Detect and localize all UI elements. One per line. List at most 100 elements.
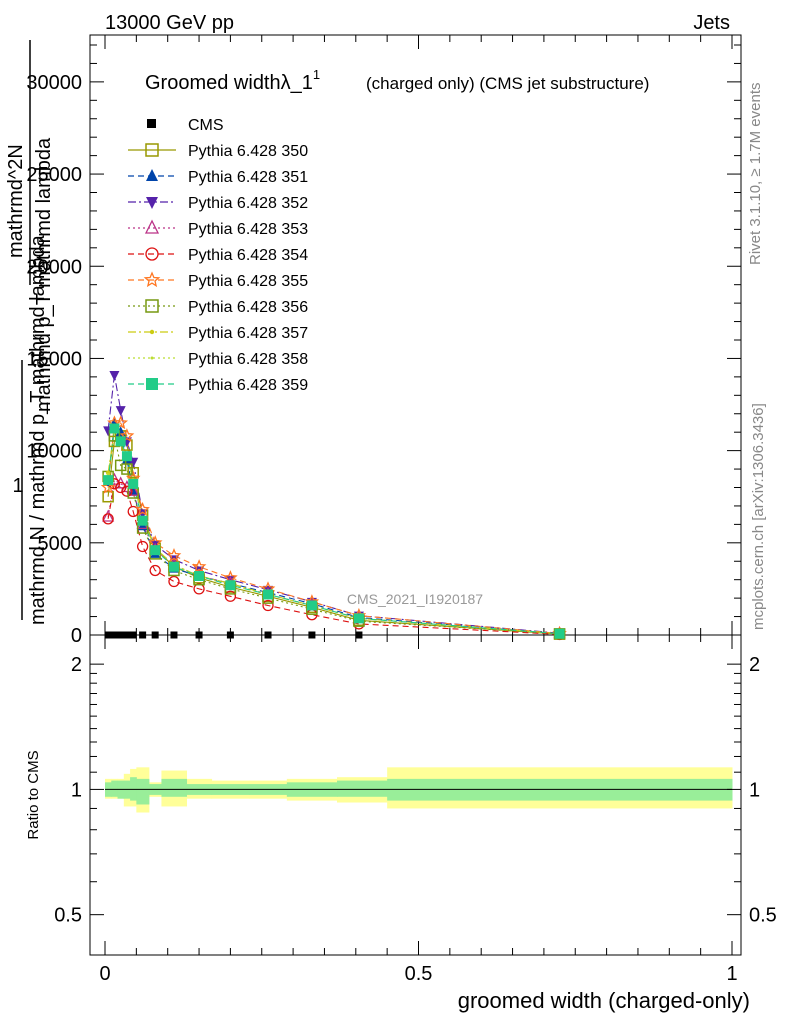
series-lines <box>107 374 560 635</box>
cms-data-point <box>195 631 203 639</box>
ratio-plot-frame <box>89 634 742 956</box>
legend-marker <box>146 169 158 181</box>
ratio-stat-band <box>130 777 137 801</box>
series-marker <box>193 583 205 595</box>
series-marker <box>114 459 127 472</box>
cms-data-point <box>129 631 137 639</box>
legend-label: Pythia 6.428 356 <box>188 299 308 316</box>
series-marker <box>149 564 161 577</box>
ratio-y-tick-label-right: 1 <box>749 779 760 801</box>
cms-data-point <box>170 631 178 639</box>
watermark: CMS_2021_I1920187 <box>347 591 483 607</box>
series-marker <box>306 600 317 611</box>
series-marker <box>150 545 161 556</box>
ylabel-numerator: mathrmd^2N <box>5 144 27 258</box>
x-tick-label: 0 <box>99 963 110 985</box>
legend-marker <box>145 247 159 261</box>
series-line <box>107 422 560 635</box>
plot-title-superscript: 1 <box>313 67 320 82</box>
series-marker <box>100 479 116 494</box>
ratio-y-tick-label: 2 <box>71 654 82 676</box>
series-marker <box>166 548 182 563</box>
series-marker <box>135 501 150 516</box>
series-marker <box>121 485 133 497</box>
cms-data-point <box>308 631 316 639</box>
series-line <box>107 421 560 635</box>
series-line <box>107 426 560 635</box>
y-tick-label: 25000 <box>26 164 82 186</box>
ratio-stat-band <box>336 780 388 797</box>
series-marker <box>263 589 274 600</box>
series-line <box>107 430 560 635</box>
series-marker <box>121 463 133 475</box>
series-markers <box>100 371 567 641</box>
legend-label: Pythia 6.428 350 <box>188 143 308 160</box>
ratio-y-tick-label-right: 0.5 <box>749 905 777 927</box>
ratio-y-tick-label: 1 <box>71 779 82 801</box>
series-marker <box>136 540 149 553</box>
series-marker <box>127 505 139 518</box>
series-line <box>107 435 560 635</box>
legend-marker <box>147 119 156 128</box>
cms-data-point <box>355 631 363 639</box>
y-tick-label: 5000 <box>38 533 83 555</box>
main-axis-ticks: 0 5000 10000 15000 20000 25000 30000 <box>26 35 741 647</box>
series-marker <box>554 628 565 639</box>
ratio-stat-band <box>161 778 188 797</box>
legend-label: Pythia 6.428 352 <box>188 195 308 212</box>
ylabel-lower: mathrmd p_T mathrmd lambda <box>33 137 55 412</box>
series-marker <box>113 415 129 430</box>
series-marker <box>262 599 274 612</box>
series-marker <box>224 590 237 602</box>
ylabel-one: 1 <box>12 475 23 497</box>
series-marker <box>119 428 135 443</box>
legend-marker <box>150 356 154 360</box>
legend-label: Pythia 6.428 354 <box>188 247 308 264</box>
x-tick-label: 0.5 <box>405 963 433 985</box>
cms-data-point <box>264 631 272 639</box>
series-marker <box>115 436 126 447</box>
series-marker <box>168 561 179 572</box>
cms-data-point <box>117 631 125 639</box>
series-marker <box>128 478 139 489</box>
series-line <box>107 479 560 635</box>
legend-marker <box>149 329 155 335</box>
series-marker <box>225 580 236 591</box>
series-line <box>107 435 560 635</box>
cms-data-point <box>123 631 131 639</box>
legend-marker <box>143 271 161 288</box>
series-marker <box>128 485 139 496</box>
series-marker <box>109 371 120 382</box>
series-marker <box>127 467 139 479</box>
series-marker <box>121 451 132 462</box>
series-marker <box>115 481 127 494</box>
y-tick-label: 15000 <box>26 348 82 370</box>
series-marker <box>194 571 205 581</box>
plot-title: Groomed widthλ_11 <box>145 67 320 94</box>
ylabel-denominator: mathrmd N / mathrmd p_T mathrmd lambda <box>27 234 49 625</box>
series-marker <box>127 483 140 496</box>
y-tick-label: 10000 <box>26 441 82 463</box>
legend-label: Pythia 6.428 358 <box>188 351 308 368</box>
header-jets: Jets <box>693 12 730 34</box>
header-process: 13000 GeV pp <box>105 12 234 34</box>
cms-data-point <box>139 631 147 639</box>
ratio-stat-band <box>136 778 150 805</box>
legend-marker <box>146 197 158 209</box>
legend-label: Pythia 6.428 355 <box>188 273 308 290</box>
legend-marker <box>145 299 159 313</box>
ratio-bands <box>105 767 733 813</box>
main-ylabel: 1 mathrmd N / mathrmd p_T mathrmd lambda… <box>5 40 55 625</box>
series-line <box>107 428 560 635</box>
cms-data-point <box>226 631 234 639</box>
xlabel: groomed width (charged-only) <box>458 988 750 1013</box>
ratio-y-tick-label: 0.5 <box>54 905 82 927</box>
legend-label: Pythia 6.428 351 <box>188 169 308 186</box>
series-marker <box>137 515 148 526</box>
legend-marker <box>146 378 158 390</box>
series-marker <box>191 559 207 573</box>
series-marker <box>102 490 114 503</box>
x-tick-label: 1 <box>726 963 737 985</box>
ratio-ylabel: Ratio to CMS <box>25 750 42 839</box>
plot-title-text: Groomed widthλ_1 <box>145 72 313 94</box>
